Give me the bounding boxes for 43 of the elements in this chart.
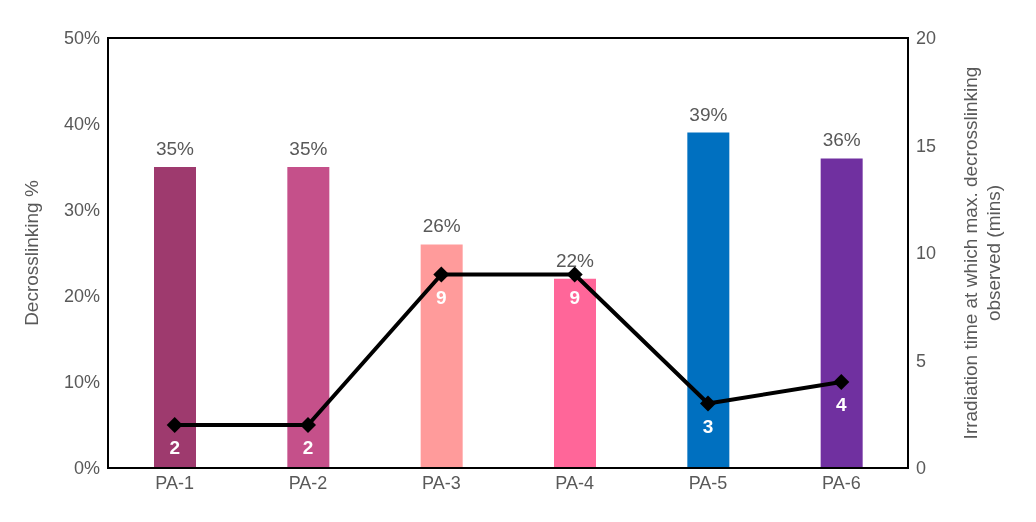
- bar: [820, 158, 863, 468]
- y2-tick-label: 10: [916, 243, 937, 264]
- data-label: 2: [169, 437, 180, 458]
- y-tick-label: 50%: [63, 28, 100, 49]
- x-tick-label: PA-2: [288, 472, 328, 493]
- data-label: 39%: [689, 103, 728, 125]
- data-label: 3: [702, 415, 714, 437]
- y-tick-label: 20%: [63, 286, 100, 307]
- y-tick-label: 10%: [63, 372, 100, 393]
- y2-axis-title: Irradiation time at which max. decrosslinking observed (mins): [960, 66, 1004, 440]
- bar: [287, 167, 330, 468]
- data-label: 26%: [422, 215, 461, 237]
- bar: [154, 167, 196, 468]
- y2-tick-label: 5: [916, 350, 927, 371]
- x-tick-label: PA-5: [688, 472, 728, 493]
- x-tick-label: PA-4: [555, 472, 595, 493]
- data-label: 2: [302, 437, 314, 458]
- y2-tick-label: 0: [916, 458, 927, 479]
- point: [300, 417, 316, 433]
- point: [166, 417, 183, 433]
- y-tick-label: 0%: [73, 458, 100, 479]
- y-tick-label: 40%: [63, 114, 100, 135]
- data-label: 9: [569, 286, 580, 308]
- y-tick-label: 30%: [63, 200, 100, 221]
- x-tick-label: PA-3: [421, 472, 461, 493]
- point: [700, 395, 716, 412]
- y2-tick-label: 20: [916, 28, 937, 49]
- data-label: 35%: [155, 138, 195, 159]
- data-label: 36%: [822, 129, 861, 151]
- point: [433, 266, 450, 283]
- point: [833, 374, 850, 390]
- y-axis-title: Decrosslinking %: [21, 180, 42, 326]
- data-label: 22%: [555, 249, 595, 271]
- data-label: 4: [836, 394, 848, 415]
- y2-tick-label: 15: [916, 135, 937, 156]
- x-tick-label: PA-6: [821, 472, 861, 493]
- data-label: 35%: [289, 138, 328, 159]
- bar: [420, 244, 463, 468]
- bar: [554, 278, 596, 468]
- point: [566, 266, 583, 283]
- x-tick-label: PA-1: [155, 472, 195, 493]
- data-label: 9: [436, 286, 447, 308]
- bar: [687, 132, 730, 468]
